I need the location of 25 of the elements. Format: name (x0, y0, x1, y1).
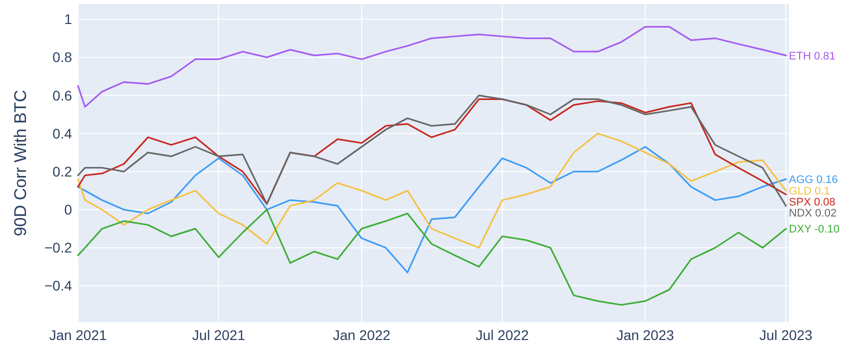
x-tick-label: Jul 2021 (192, 327, 246, 343)
y-tick-label: 0.4 (52, 125, 72, 142)
series-label: SPX 0.08 (788, 196, 836, 208)
series-label: DXY -0.10 (788, 224, 840, 236)
series-label: ETH 0.81 (788, 50, 836, 62)
x-tick-label: Jul 2022 (476, 327, 529, 343)
series-label: AGG 0.16 (788, 174, 838, 186)
line-series (77, 208, 787, 306)
y-tick-label: −0.4 (44, 278, 72, 294)
y-axis-title: 90D Corr With BTC (11, 90, 30, 236)
y-tick-label: 0.2 (52, 163, 72, 180)
y-tick-label: 0.6 (52, 87, 72, 104)
series-label: GLD 0.1 (788, 185, 830, 198)
y-tick-label: 0.8 (52, 49, 72, 66)
line-series (77, 146, 787, 274)
line-series (77, 132, 787, 249)
x-tick-label: Jan 2022 (332, 327, 391, 343)
x-tick-label: Jan 2021 (49, 327, 108, 343)
y-tick-label: 1 (64, 11, 72, 28)
line-series (77, 26, 787, 108)
x-tick-label: Jul 2023 (759, 327, 813, 343)
x-tick-label: Jan 2023 (616, 327, 674, 343)
y-tick-label: 0 (64, 202, 72, 218)
y-tick-label: −0.2 (44, 240, 72, 256)
series-label: NDX 0.02 (788, 207, 837, 220)
